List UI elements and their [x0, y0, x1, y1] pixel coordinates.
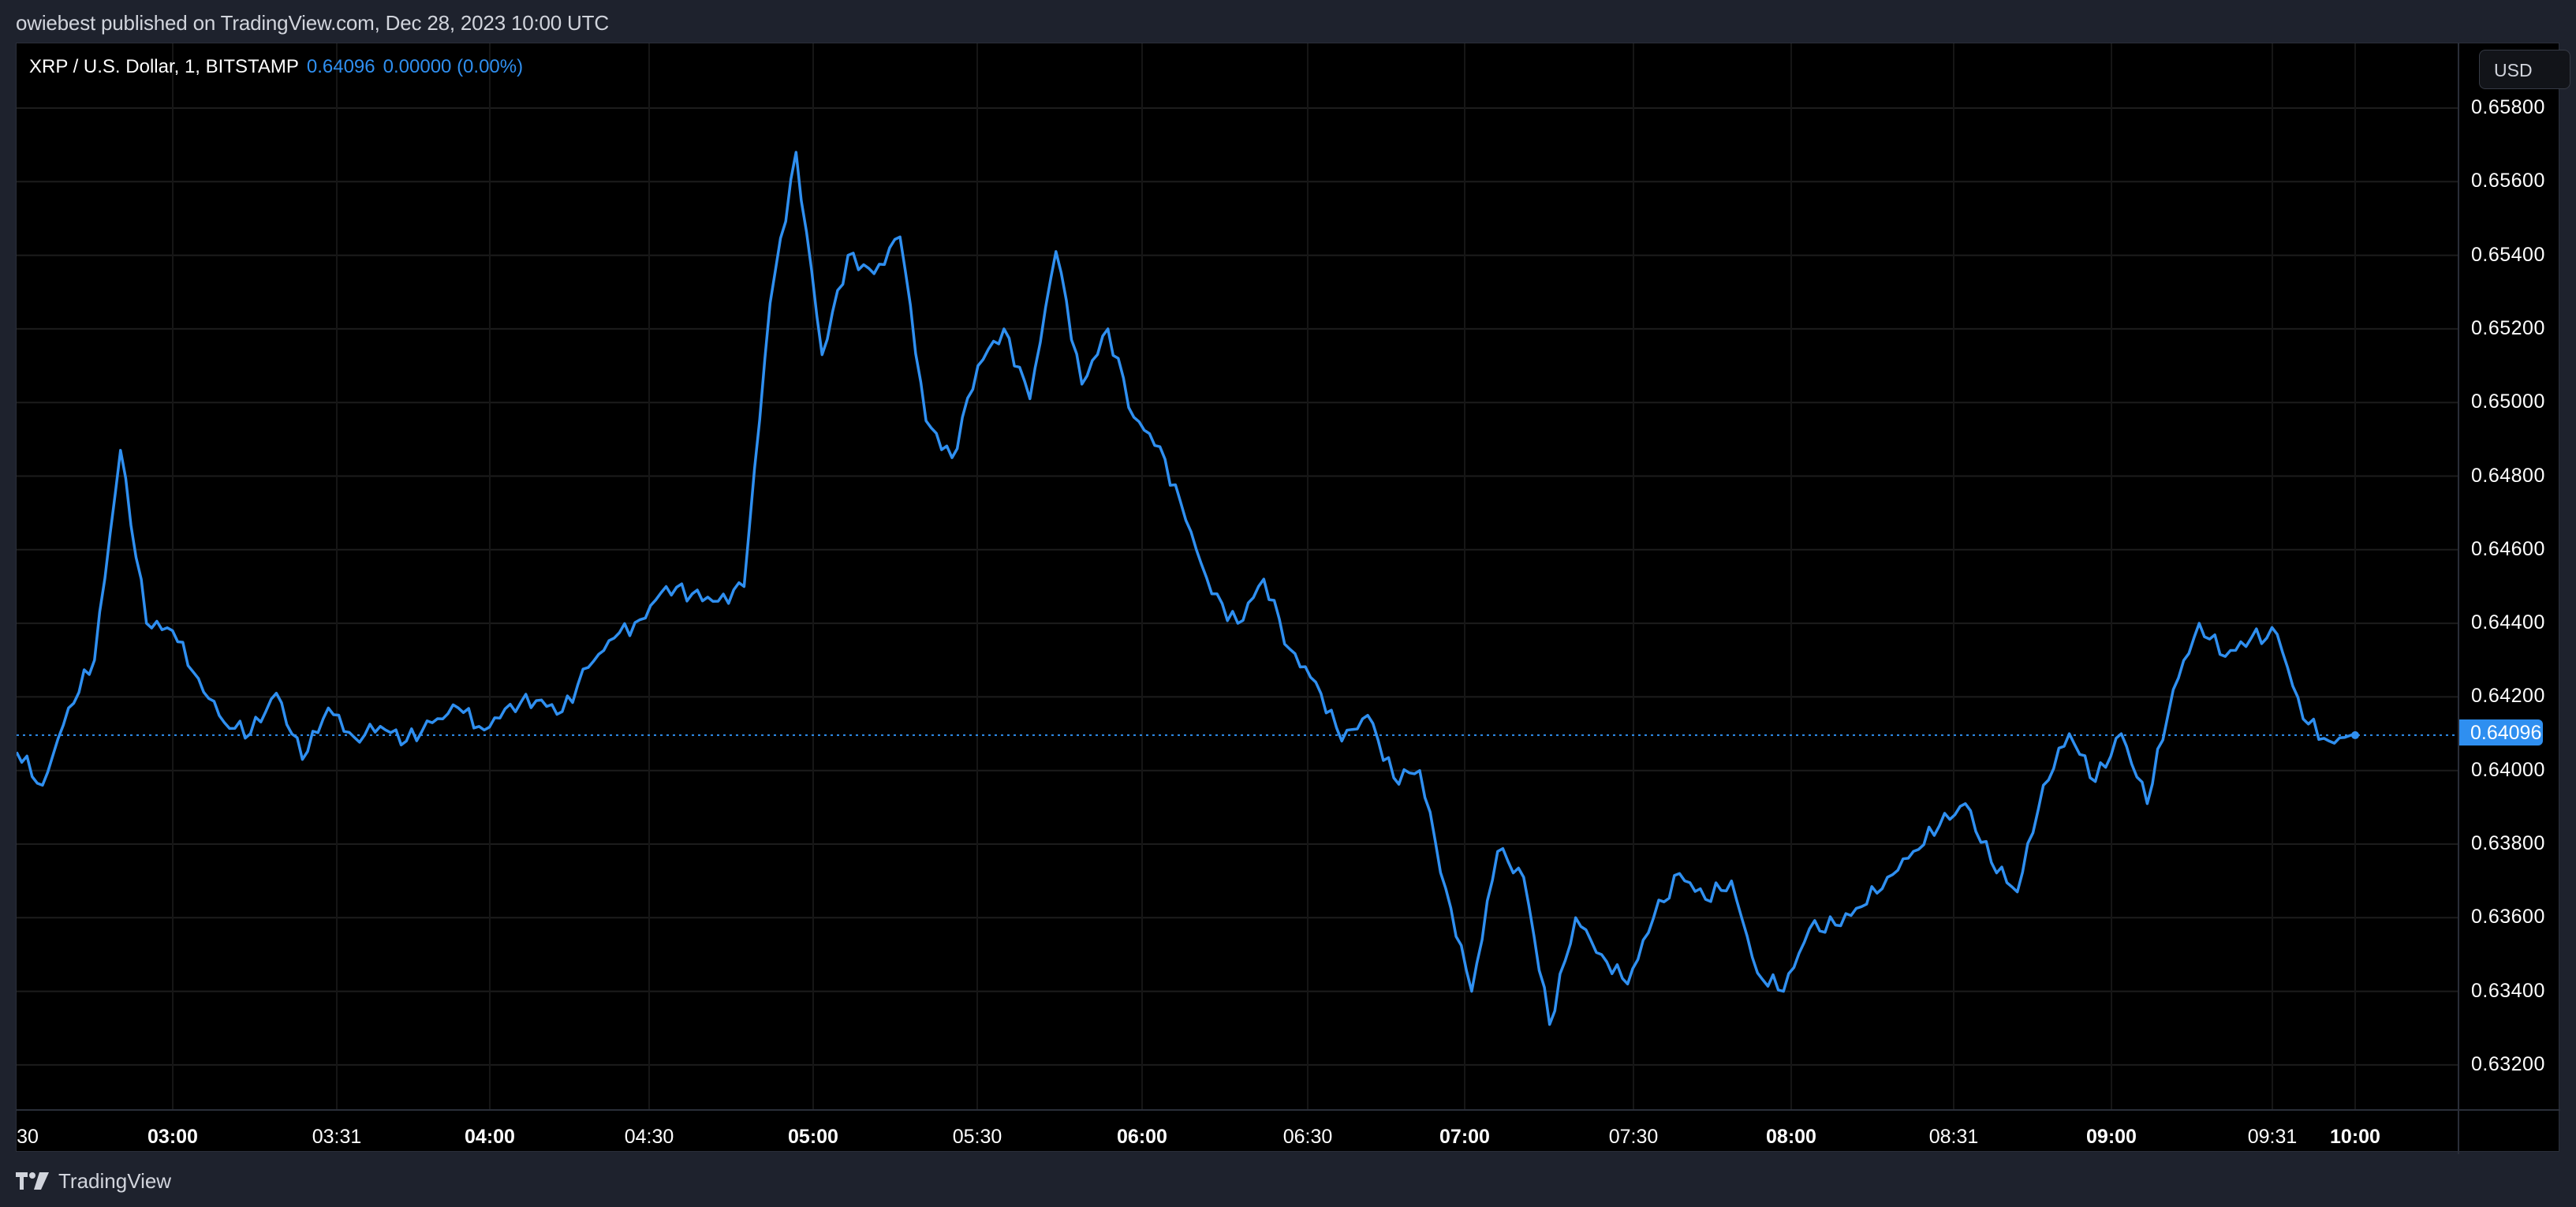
time-tick-label: 04:30	[624, 1126, 674, 1148]
price-tick-label: 0.63600	[2471, 906, 2545, 929]
price-tick-label: 0.64600	[2471, 537, 2545, 560]
time-tick-label: 03:31	[312, 1126, 362, 1148]
price-axis[interactable]: USD	[2458, 43, 2570, 1109]
footer-brand-label: TradingView	[58, 1168, 172, 1193]
last-price-value: 0.64096	[306, 56, 375, 77]
time-tick-label: 10:00	[2330, 1126, 2380, 1148]
time-tick-label: 06:00	[1117, 1126, 1167, 1148]
price-tick-label: 0.64400	[2471, 611, 2545, 634]
publish-info: owiebest published on TradingView.com, D…	[16, 11, 609, 35]
last-point-marker	[2351, 731, 2359, 739]
time-tick-label: 09:31	[2247, 1126, 2298, 1148]
time-tick-label: 08:00	[1766, 1126, 1816, 1148]
price-tick-label: 0.63400	[2471, 979, 2545, 1002]
time-tick-label: 07:30	[1608, 1126, 1659, 1148]
price-tick-label: 0.63200	[2471, 1052, 2545, 1075]
price-tick-label: 0.64200	[2471, 685, 2545, 708]
price-tick-label: 0.65400	[2471, 243, 2545, 266]
time-tick-label: 09:00	[2086, 1126, 2137, 1148]
plot-area[interactable]: XRP / U.S. Dollar, 1, BITSTAMP 0.64096 0.0…	[17, 43, 2458, 1109]
chart-frame: XRP / U.S. Dollar, 1, BITSTAMP 0.64096 0.0…	[16, 43, 2570, 1154]
time-axis[interactable]	[17, 1109, 2560, 1154]
symbol-label: XRP / U.S. Dollar, 1, BITSTAMP	[29, 56, 299, 77]
price-tick-label: 0.64000	[2471, 758, 2545, 781]
price-line	[17, 151, 2356, 1026]
price-tick-label: 0.63800	[2471, 832, 2545, 854]
price-tick-label: 0.65800	[2471, 96, 2545, 118]
footer-brand[interactable]: TradingView	[16, 1168, 171, 1194]
time-tick-label: 05:30	[952, 1126, 1002, 1148]
time-tick-label: 30	[17, 1126, 39, 1148]
time-tick-label: 05:00	[788, 1126, 838, 1148]
price-tick-label: 0.65000	[2471, 390, 2545, 413]
price-tick-label: 0.65200	[2471, 316, 2545, 339]
last-price-tag: 0.64096	[2459, 719, 2543, 746]
time-tick-label: 03:00	[147, 1126, 198, 1148]
price-change-value: 0.00000 (0.00%)	[383, 56, 524, 77]
currency-button[interactable]: USD	[2479, 50, 2570, 89]
time-tick-label: 04:00	[465, 1126, 515, 1148]
axis-corner	[2458, 1111, 2459, 1154]
time-tick-label: 06:30	[1282, 1126, 1333, 1148]
price-line-chart	[17, 43, 2458, 1109]
price-tick-label: 0.65600	[2471, 170, 2545, 192]
tradingview-logo-icon	[16, 1172, 49, 1190]
time-tick-label: 08:31	[1928, 1126, 1979, 1148]
time-tick-label: 07:00	[1439, 1126, 1490, 1148]
chart-legend: XRP / U.S. Dollar, 1, BITSTAMP 0.64096 0.0…	[29, 56, 523, 78]
price-tick-label: 0.64800	[2471, 464, 2545, 487]
